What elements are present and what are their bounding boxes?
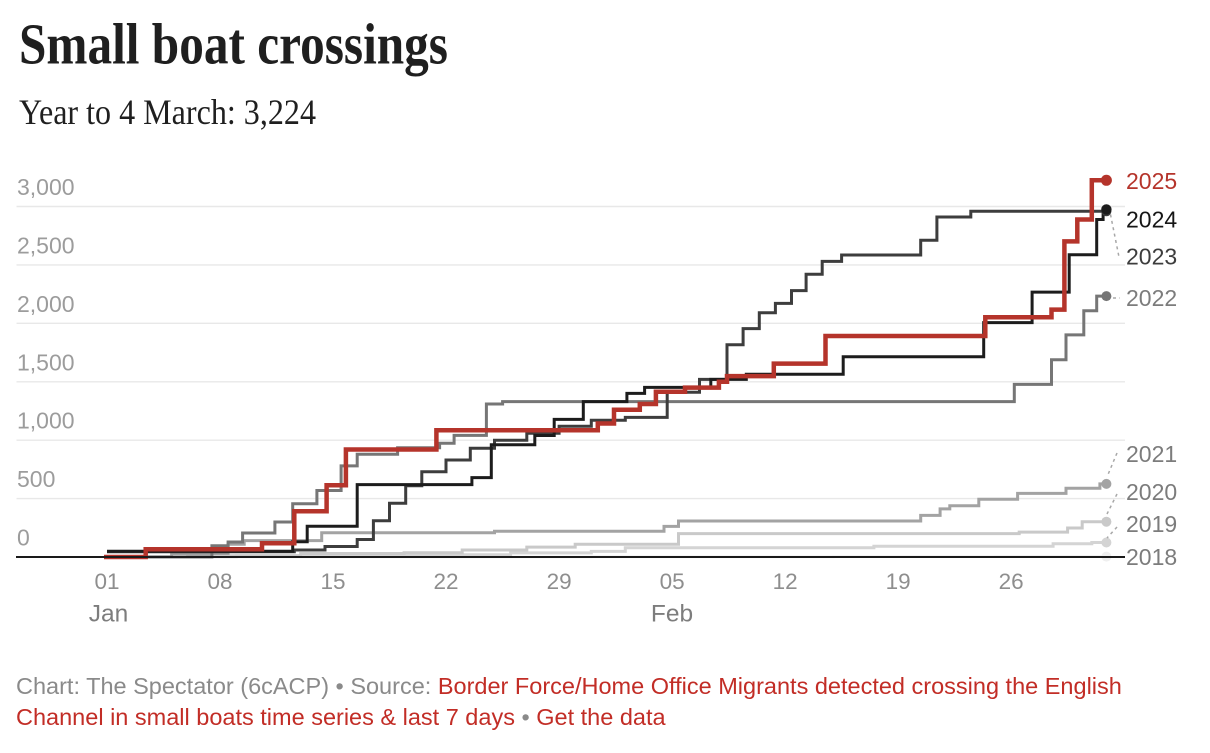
svg-text:2021: 2021: [1126, 441, 1177, 467]
svg-text:01: 01: [94, 569, 119, 594]
svg-text:Feb: Feb: [651, 600, 693, 627]
svg-text:3,000: 3,000: [17, 174, 75, 200]
svg-text:2022: 2022: [1126, 285, 1177, 311]
svg-text:29: 29: [547, 569, 572, 594]
svg-text:2019: 2019: [1126, 511, 1177, 537]
svg-text:Year to 4 March: 3,224: Year to 4 March: 3,224: [19, 92, 316, 132]
svg-text:2020: 2020: [1126, 479, 1177, 505]
svg-text:0: 0: [17, 525, 30, 551]
svg-text:2,000: 2,000: [17, 291, 75, 317]
svg-text:2018: 2018: [1126, 544, 1177, 570]
svg-text:2025: 2025: [1126, 168, 1177, 194]
svg-text:12: 12: [773, 569, 798, 594]
svg-text:Small boat crossings: Small boat crossings: [19, 12, 448, 77]
svg-text:Chart: The Spectator (6cACP) •: Chart: The Spectator (6cACP) • Source: B…: [16, 673, 1122, 699]
svg-text:08: 08: [207, 569, 232, 594]
svg-text:1,500: 1,500: [17, 349, 75, 375]
svg-text:2024: 2024: [1126, 206, 1177, 232]
svg-text:500: 500: [17, 466, 55, 492]
svg-text:2023: 2023: [1126, 244, 1177, 270]
svg-text:Jan: Jan: [89, 600, 129, 627]
svg-text:22: 22: [433, 569, 458, 594]
svg-text:2,500: 2,500: [17, 232, 75, 258]
svg-text:Channel in small boats time se: Channel in small boats time series & las…: [16, 704, 667, 730]
svg-text:19: 19: [886, 569, 911, 594]
svg-text:26: 26: [999, 569, 1024, 594]
svg-text:1,000: 1,000: [17, 408, 75, 434]
svg-text:05: 05: [660, 569, 685, 594]
svg-text:15: 15: [320, 569, 345, 594]
